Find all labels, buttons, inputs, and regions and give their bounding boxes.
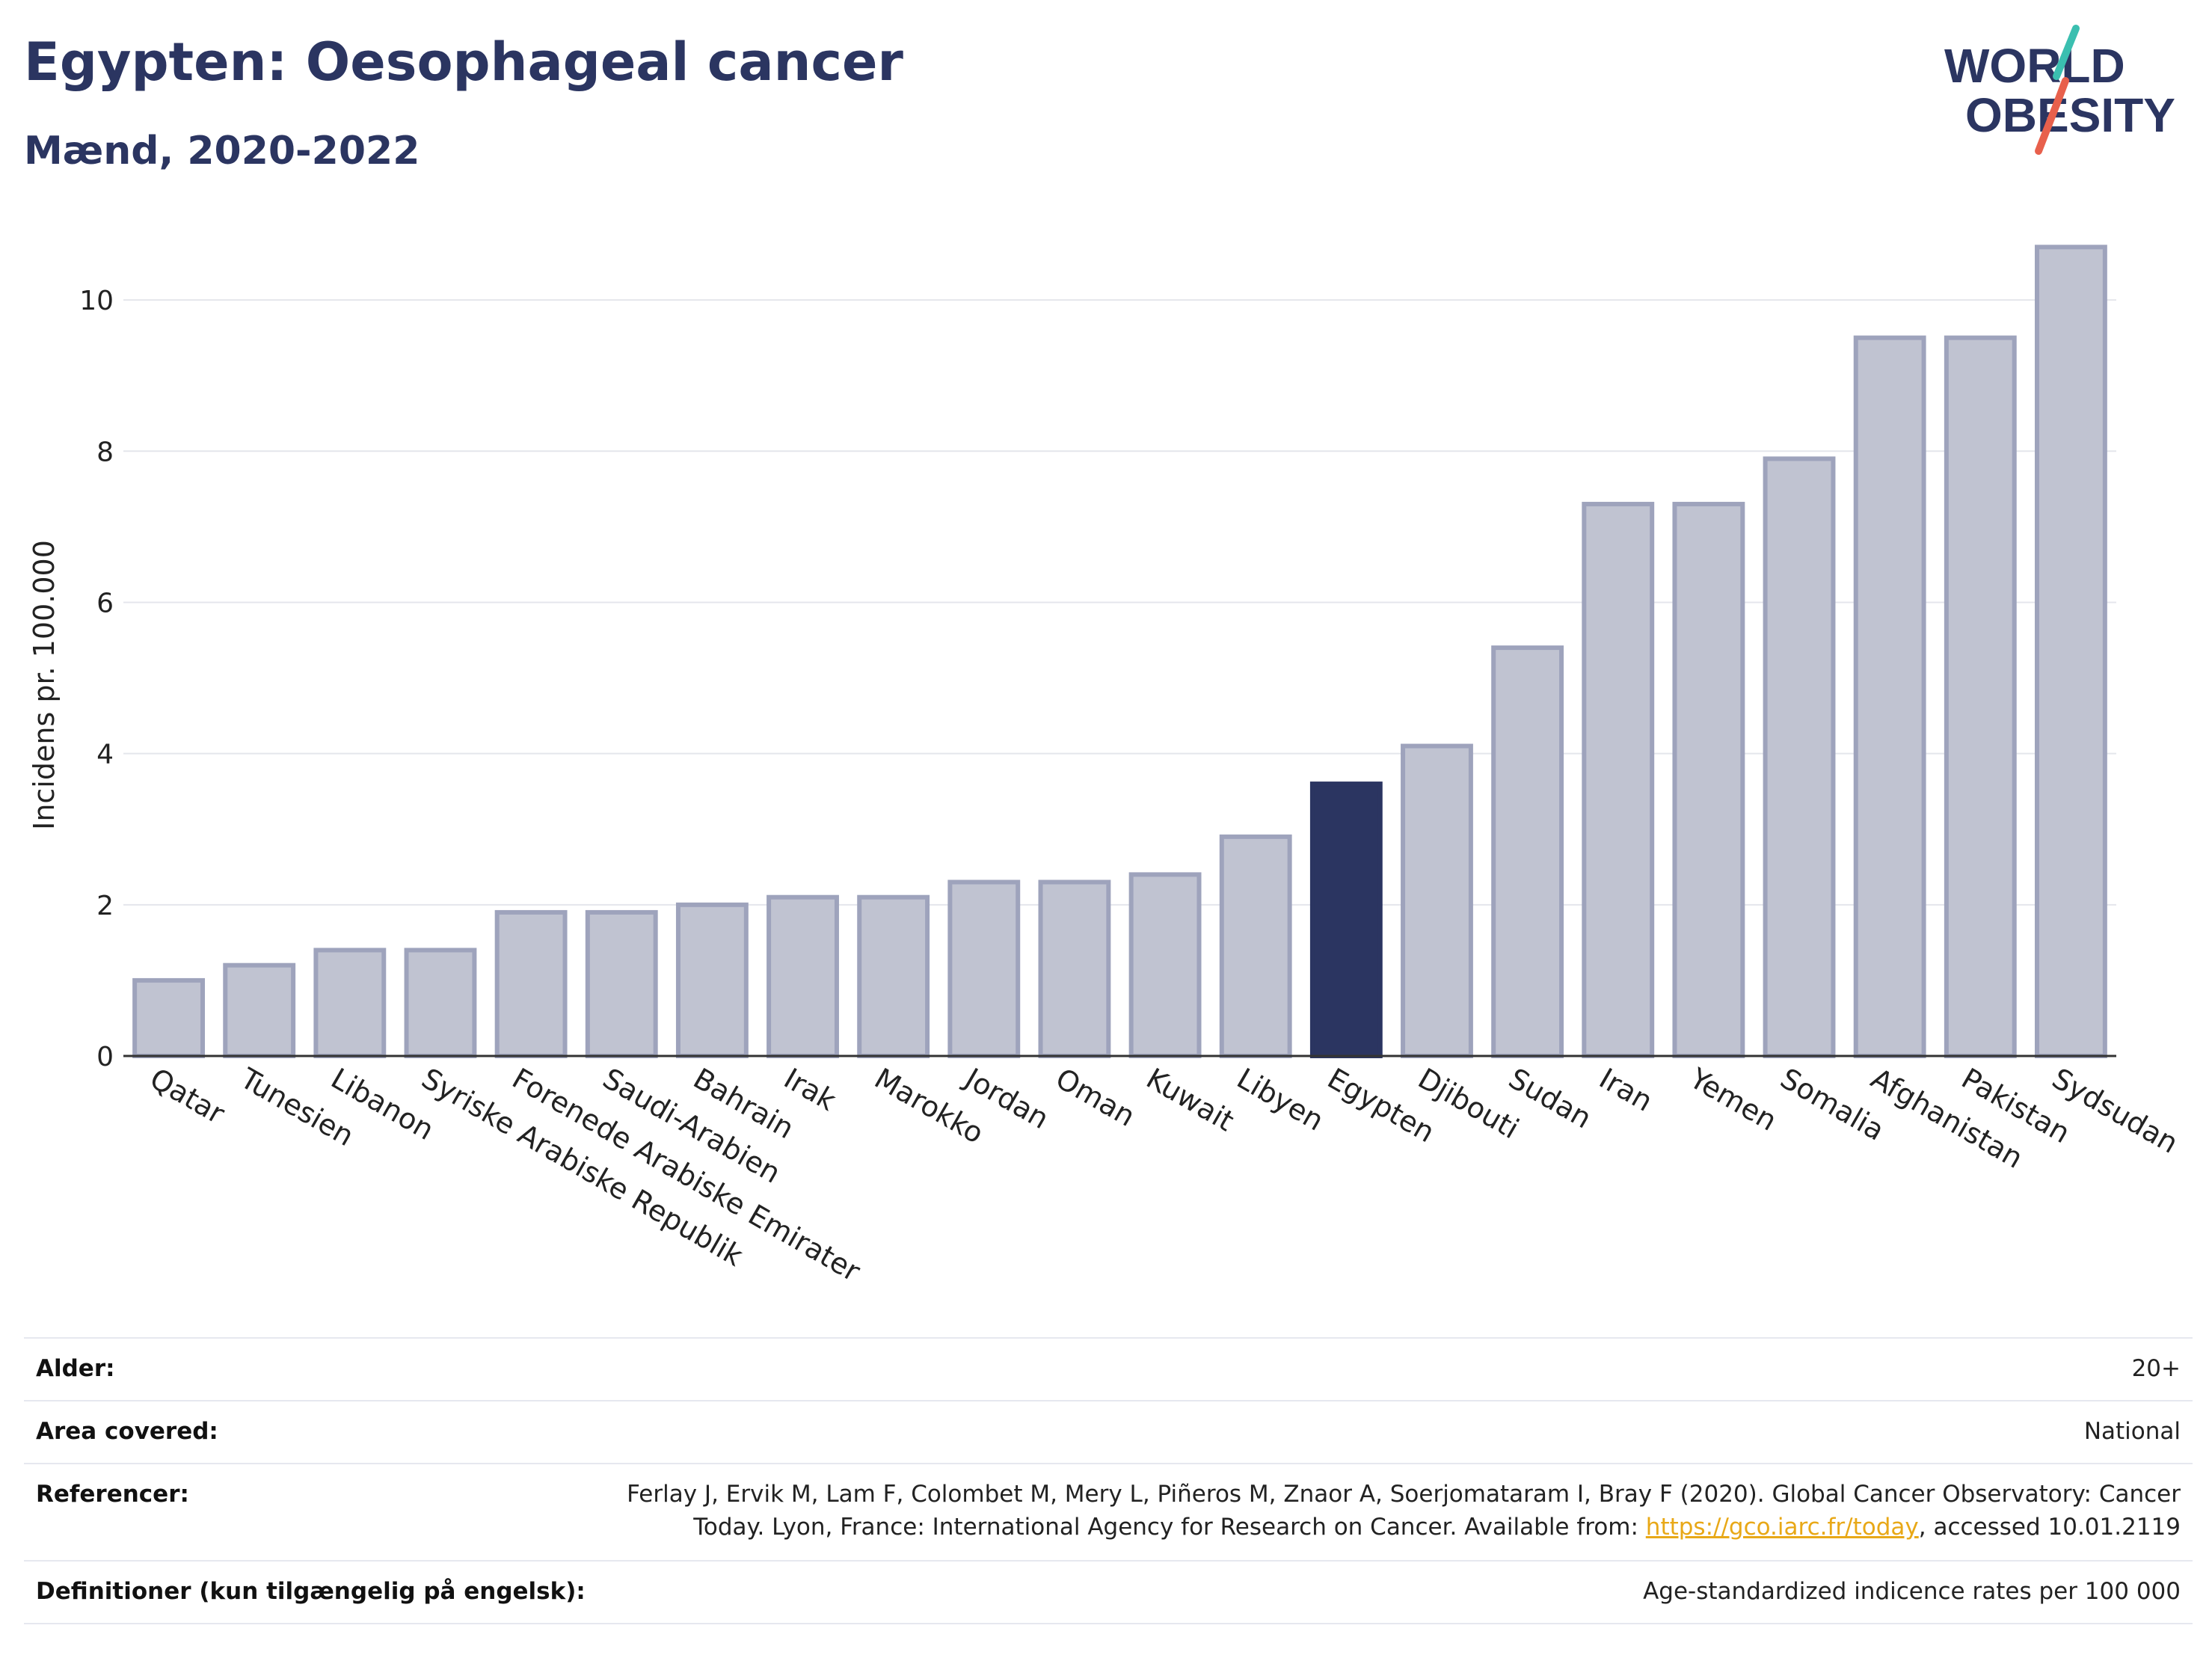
y-tick-label: 0	[96, 1042, 114, 1072]
meta-value-area: National	[2083, 1418, 2181, 1445]
bar-jordan	[947, 879, 1021, 1059]
bar-iran	[1582, 502, 1655, 1058]
bar-libanon	[313, 948, 387, 1059]
bar-tunesien	[223, 962, 296, 1059]
x-tick-label: Oman	[1050, 1062, 1140, 1133]
reference-line-2: Today. Lyon, France: International Agenc…	[693, 1514, 1646, 1541]
bar-yemen	[1672, 502, 1745, 1058]
reference-line-1: Ferlay J, Ervik M, Lam F, Colombet M, Me…	[627, 1481, 2181, 1508]
bar-sydsudan	[2035, 245, 2107, 1058]
x-tick-label: Kuwait	[1141, 1062, 1240, 1138]
meta-value-references: Ferlay J, Ervik M, Lam F, Colombet M, Me…	[627, 1478, 2181, 1544]
chart-subtitle: Mænd, 2020-2022	[24, 129, 420, 174]
world-obesity-logo: WORLD OBESITY	[1944, 25, 2175, 155]
metadata-table: Alder: 20+ Area covered: National Refere…	[24, 1337, 2193, 1624]
x-tick-label: Sydsudan	[2047, 1062, 2184, 1160]
meta-label-area: Area covered:	[36, 1418, 218, 1445]
y-tick-label: 10	[79, 286, 114, 316]
y-axis-label: Incidens pr. 100.000	[28, 540, 61, 830]
logo-text-obesity: OBESITY	[1965, 88, 2175, 142]
meta-row-age: Alder: 20+	[24, 1337, 2193, 1400]
logo-slash-red	[2035, 101, 2060, 155]
logo-text-world: WORLD	[1944, 39, 2125, 93]
bar-qatar	[132, 977, 205, 1058]
y-tick-label: 4	[96, 740, 114, 770]
meta-row-definitions: Definitioner (kun tilgængelig på engelsk…	[24, 1560, 2193, 1624]
bar-somalia	[1763, 456, 1836, 1058]
bar-irak	[766, 894, 839, 1059]
meta-label-age: Alder:	[36, 1355, 115, 1382]
x-tick-label: Somalia	[1775, 1062, 1890, 1147]
bar-pakistan	[1944, 335, 2017, 1058]
y-tick-label: 8	[96, 437, 114, 467]
bar-egypten	[1309, 782, 1383, 1059]
logo-slash-green	[2053, 25, 2080, 80]
meta-label-definitions: Definitioner (kun tilgængelig på engelsk…	[36, 1578, 586, 1605]
x-tick-label: Qatar	[144, 1062, 230, 1131]
reference-link[interactable]: https://gco.iarc.fr/today	[1645, 1514, 1919, 1541]
chart-title: Egypten: Oesophageal cancer	[24, 31, 903, 93]
bar-saudi-arabien	[585, 909, 658, 1058]
bar-syriske-arabiske-republik	[404, 948, 477, 1059]
bar-forenede-arabiske-emirater	[494, 909, 568, 1058]
x-tick-label: Iran	[1594, 1062, 1658, 1118]
meta-row-references: Referencer: Ferlay J, Ervik M, Lam F, Co…	[24, 1463, 2193, 1560]
bar-djibouti	[1401, 743, 1473, 1058]
bar-oman	[1038, 879, 1111, 1059]
bar-marokko	[857, 894, 930, 1059]
meta-label-references: Referencer:	[36, 1481, 189, 1508]
meta-row-area: Area covered: National	[24, 1400, 2193, 1463]
x-tick-label: Irak	[778, 1062, 841, 1117]
bars	[132, 245, 2107, 1059]
y-tick-label: 2	[96, 891, 114, 921]
reference-line-2-end: , accessed 10.01.2119	[1918, 1514, 2181, 1541]
bar-bahrain	[675, 902, 749, 1059]
logo-slash-mid	[2053, 77, 2069, 108]
x-tick-label: Yemen	[1684, 1061, 1783, 1137]
bar-afghanistan	[1853, 335, 1926, 1058]
meta-value-definitions: Age-standardized indicence rates per 100…	[1643, 1578, 2181, 1605]
y-tick-label: 6	[96, 588, 114, 618]
x-tick-label: Libyen	[1232, 1062, 1330, 1137]
y-tick-labels: 0 2 4 6 8 10	[79, 286, 114, 1072]
bar-sudan	[1491, 645, 1564, 1058]
bar-libyen	[1219, 834, 1292, 1058]
meta-value-age: 20+	[2131, 1355, 2181, 1382]
bar-kuwait	[1128, 872, 1202, 1059]
